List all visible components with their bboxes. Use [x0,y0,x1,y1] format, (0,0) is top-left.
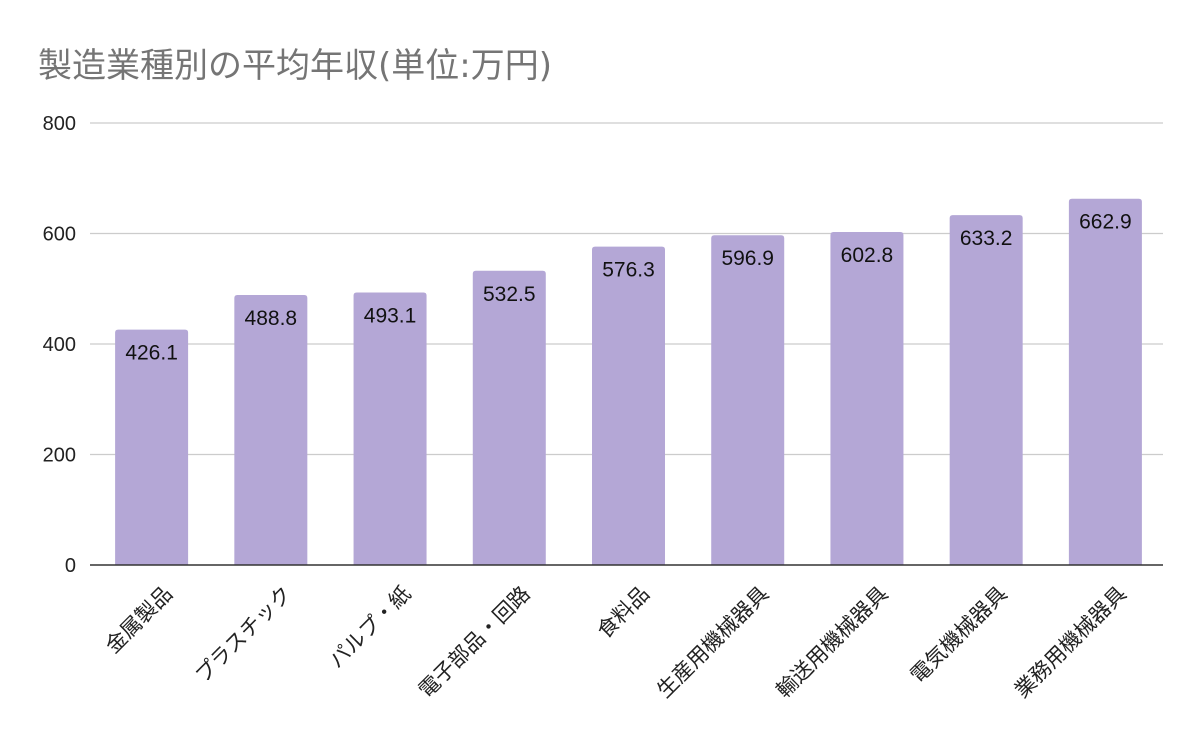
bar-value-label: 596.9 [721,247,774,270]
bar-value-label: 488.8 [245,307,298,330]
bar [234,294,308,565]
bar-value-label: 602.8 [841,244,894,267]
y-axis-tick-labels: 0 200 400 600 800 [43,113,76,577]
bar [472,270,546,565]
bar-value-label: 493.1 [364,305,417,328]
x-category-label: 生産用機械器具 [652,582,773,703]
y-tick-label: 0 [65,555,76,577]
x-category-label: 食料品 [593,582,655,644]
bar [711,235,785,565]
x-category-label: プラスチック [191,582,297,688]
x-category-label: 電子部品・回路 [414,582,535,703]
bar [115,329,189,565]
y-tick-label: 200 [43,445,76,467]
bar [353,292,427,565]
x-category-label: 業務用機械器具 [1010,582,1131,703]
bar [592,246,665,566]
bar-value-label: 426.1 [125,342,178,365]
bar [830,231,904,565]
chart-title: 製造業種別の平均年収(単位:万円) [38,46,552,86]
y-tick-label: 800 [43,113,76,135]
x-category-label: 電気機械器具 [906,582,1012,688]
bars [115,198,1142,566]
y-tick-label: 400 [43,334,76,356]
x-category-label: 輸送用機械器具 [772,582,893,703]
bar-value-label: 576.3 [602,259,655,282]
bar-value-label: 532.5 [483,283,536,306]
bar-value-label: 662.9 [1079,211,1132,234]
x-category-label: 金属製品 [101,582,177,658]
bar [949,215,1023,566]
bar-value-label: 633.2 [960,227,1013,250]
y-tick-label: 600 [43,224,76,246]
x-category-label: パルプ・紙 [324,582,415,673]
x-axis-category-labels: 金属製品 プラスチック パルプ・紙電子部品・回路 食料品生産用機械器具輸送用機械器具電… [101,582,1131,703]
bar [1068,198,1142,566]
data-labels: 426.1 488.8 493.1 532.5 576.3 596.9 602.8 633.2… [125,211,1131,365]
